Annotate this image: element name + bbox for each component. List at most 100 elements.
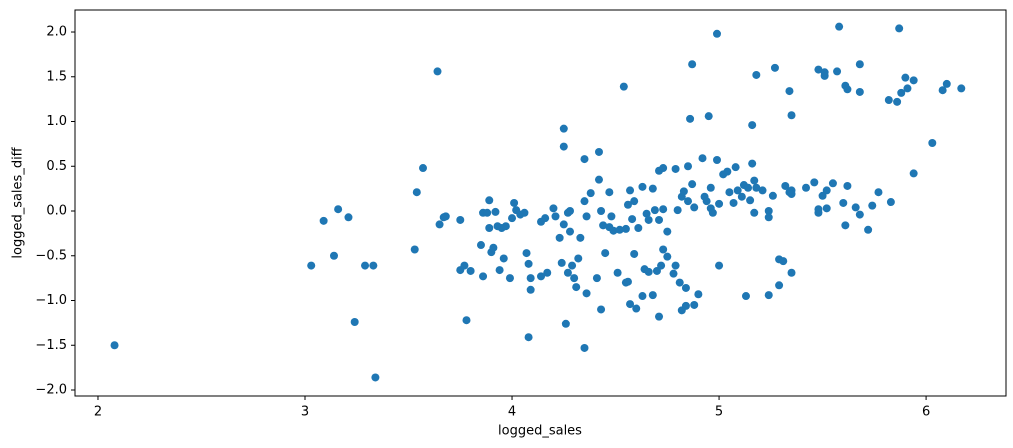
point	[779, 257, 788, 266]
point	[741, 292, 750, 301]
point	[543, 268, 552, 277]
point	[561, 319, 570, 328]
point	[746, 196, 755, 205]
point	[775, 281, 784, 290]
point	[580, 155, 589, 164]
point	[541, 214, 550, 223]
point	[764, 291, 773, 300]
point	[708, 208, 717, 217]
point	[510, 198, 519, 207]
point	[822, 186, 831, 195]
point	[698, 154, 707, 163]
point	[684, 197, 693, 206]
point	[750, 208, 759, 217]
point	[559, 220, 568, 229]
y-tick-label: −2.0	[35, 383, 67, 398]
point	[526, 274, 535, 283]
point	[671, 261, 680, 270]
point	[522, 249, 531, 258]
point	[557, 258, 566, 267]
point	[835, 22, 844, 31]
point	[551, 212, 560, 221]
point	[833, 67, 842, 76]
point	[433, 67, 442, 76]
y-tick-label: 0.0	[46, 204, 67, 219]
point	[597, 305, 606, 314]
point	[594, 147, 603, 156]
point	[634, 224, 643, 233]
point	[731, 163, 740, 172]
point	[619, 82, 628, 91]
point	[371, 373, 380, 382]
point	[592, 274, 601, 283]
point	[110, 341, 119, 350]
point	[957, 84, 966, 93]
point	[886, 198, 895, 207]
point	[580, 197, 589, 206]
point	[456, 215, 465, 224]
y-tick-label: −1.0	[35, 293, 67, 308]
point	[897, 88, 906, 97]
point	[319, 216, 328, 225]
point	[688, 60, 697, 69]
point	[663, 252, 672, 261]
y-axis-label: logged_sales_diff	[11, 146, 26, 258]
point	[895, 24, 904, 33]
point	[344, 213, 353, 222]
point	[574, 254, 583, 263]
point	[626, 186, 635, 195]
point	[814, 205, 823, 214]
point	[582, 289, 591, 298]
point	[855, 60, 864, 69]
point	[851, 203, 860, 212]
y-tick-label: 1.0	[46, 114, 67, 129]
point	[526, 285, 535, 294]
point	[686, 114, 695, 123]
point	[441, 212, 450, 221]
point	[570, 274, 579, 283]
point	[476, 241, 485, 250]
point	[843, 85, 852, 94]
point	[884, 96, 893, 105]
point	[909, 169, 918, 178]
point	[642, 209, 651, 218]
point	[659, 245, 668, 254]
point	[555, 233, 564, 242]
point	[638, 182, 647, 191]
point	[690, 203, 699, 212]
point	[810, 178, 819, 187]
point	[572, 283, 581, 292]
point	[485, 224, 494, 233]
point	[479, 272, 488, 281]
point	[628, 215, 637, 224]
point	[361, 261, 370, 270]
point	[576, 233, 585, 242]
point	[566, 227, 575, 236]
point	[410, 245, 419, 254]
point	[508, 214, 517, 223]
point	[675, 278, 684, 287]
point	[723, 167, 732, 176]
point	[673, 206, 682, 215]
point	[350, 317, 359, 326]
point	[419, 164, 428, 173]
x-tick-label: 5	[715, 405, 723, 420]
point	[715, 261, 724, 270]
point	[855, 87, 864, 96]
point	[334, 205, 343, 214]
point	[770, 63, 779, 72]
point	[495, 266, 504, 275]
point	[369, 261, 378, 270]
point	[864, 225, 873, 234]
point	[787, 190, 796, 199]
point	[655, 215, 664, 224]
point	[524, 333, 533, 342]
point	[609, 226, 618, 235]
y-tick-label: −1.5	[35, 338, 67, 353]
point	[623, 277, 632, 286]
point	[657, 261, 666, 270]
point	[435, 220, 444, 229]
y-tick-label: −0.5	[35, 248, 67, 263]
